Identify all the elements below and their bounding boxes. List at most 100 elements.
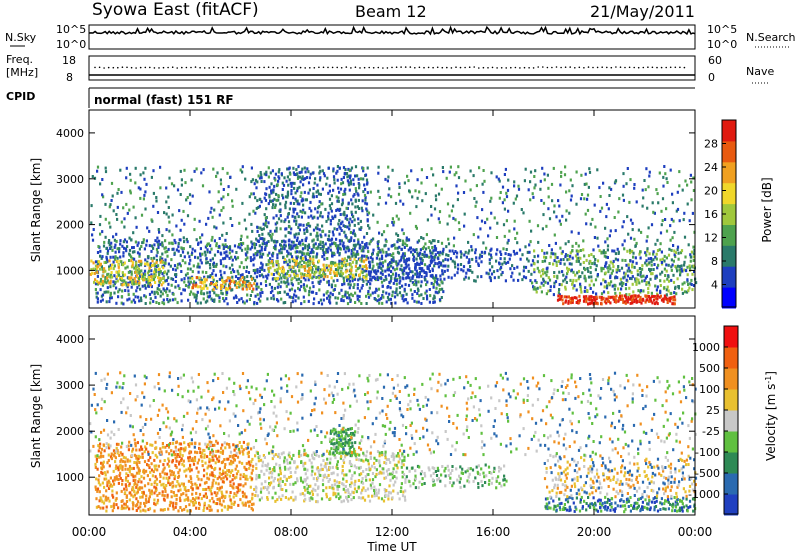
power-cell (504, 261, 507, 265)
power-cell (588, 283, 591, 287)
power-cell (633, 186, 636, 190)
velocity-cell (112, 482, 116, 486)
power-cell (205, 261, 208, 265)
freq-panel-frame (88, 55, 696, 81)
power-cell (645, 263, 648, 267)
power-cell (221, 285, 224, 288)
power-cell (195, 296, 198, 300)
power-cell (561, 250, 564, 254)
power-cell (152, 277, 156, 281)
power-cell (273, 286, 276, 290)
power-cell (420, 236, 423, 239)
power-cell (557, 294, 560, 298)
power-cell (292, 240, 295, 244)
power-cell (639, 250, 642, 254)
power-cell (160, 290, 163, 294)
power-cell (568, 257, 571, 261)
power-cell (624, 283, 628, 286)
power-cell (189, 280, 192, 284)
velocity-cell (169, 501, 173, 505)
power-cell (419, 248, 422, 252)
power-cell (151, 264, 154, 267)
velocity-cell (101, 463, 104, 467)
power-cell (437, 192, 441, 196)
velocity-cell (214, 466, 217, 470)
freq-point (213, 66, 215, 69)
power-cell (452, 204, 455, 208)
power-cell (356, 250, 359, 254)
power-cell (354, 273, 357, 277)
power-cell (154, 268, 158, 272)
power-cell (123, 246, 126, 250)
power-cell (426, 266, 429, 270)
power-cell (449, 165, 452, 169)
power-cell (563, 262, 566, 266)
power-cell (379, 271, 382, 275)
power-cell (302, 223, 305, 227)
power-cell (305, 176, 309, 179)
freq-point (171, 66, 174, 68)
power-cell (115, 275, 119, 279)
power-cell (193, 295, 196, 299)
power-cell (287, 282, 290, 286)
power-cell (117, 271, 120, 275)
power-cell (377, 189, 380, 193)
power-cell (124, 289, 127, 292)
power-cell (256, 301, 259, 305)
power-cell (541, 227, 544, 231)
velocity-cell (145, 494, 148, 498)
power-cell (273, 197, 276, 201)
power-cell (271, 253, 274, 257)
freq-point (359, 67, 361, 69)
power-cell (691, 211, 694, 215)
power-cell (499, 257, 502, 261)
power-cell (593, 261, 596, 265)
velocity-cell (244, 477, 247, 481)
power-cell (396, 267, 399, 271)
power-cell (384, 254, 388, 258)
power-cell (211, 235, 214, 239)
power-cell (165, 212, 168, 216)
power-cell (622, 172, 625, 176)
velocity-cell (105, 509, 108, 513)
power-cell (225, 265, 228, 269)
power-cell (331, 242, 334, 246)
power-cell (448, 249, 451, 253)
power-cell (218, 277, 221, 281)
velocity-cell (148, 478, 152, 482)
power-cell (329, 222, 332, 226)
power-cell (310, 248, 313, 252)
noise-left-label: N.Sky (5, 31, 37, 44)
power-cell (607, 207, 610, 211)
power-cell (176, 266, 179, 270)
power-cell (397, 192, 401, 196)
station-title: Syowa East (fitACF) (92, 0, 259, 20)
power-cell (112, 284, 115, 288)
velocity-cell (239, 477, 242, 481)
power-cell (310, 209, 313, 213)
power-cell (406, 301, 409, 305)
velocity-cell (103, 449, 106, 453)
power-cell (231, 268, 234, 272)
power-cell (619, 277, 622, 281)
power-cell (289, 252, 292, 256)
power-cell (144, 302, 147, 305)
power-cell (316, 227, 319, 231)
power-cell (286, 175, 289, 179)
velocity-cell (228, 445, 231, 449)
velocity-cell (127, 467, 130, 471)
power-cell (319, 233, 322, 237)
velocity-cell (165, 476, 168, 480)
power-cell (430, 258, 433, 262)
power-cell (498, 261, 501, 265)
velocity-cell (244, 482, 247, 486)
freq-point (642, 66, 645, 69)
power-cell (659, 258, 662, 262)
velocity-cell (225, 477, 229, 481)
nave-tick-bottom: 0 (708, 71, 715, 84)
power-cell (451, 259, 454, 263)
power-cell (233, 280, 236, 284)
power-cell (105, 255, 108, 259)
power-cell (483, 179, 486, 183)
power-cell (287, 231, 290, 234)
